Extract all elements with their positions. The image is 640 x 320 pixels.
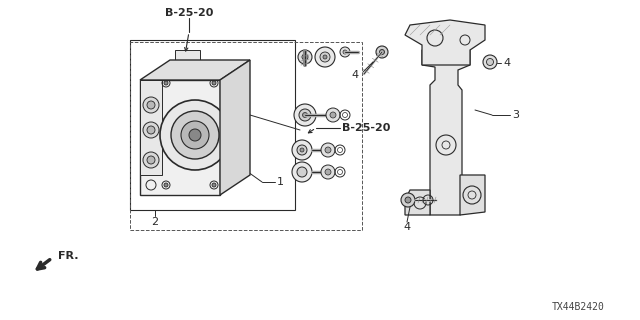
Circle shape [486, 59, 493, 66]
Circle shape [143, 97, 159, 113]
Circle shape [189, 129, 201, 141]
Text: 3: 3 [512, 110, 519, 120]
Circle shape [297, 145, 307, 155]
Circle shape [321, 165, 335, 179]
Circle shape [160, 100, 230, 170]
Circle shape [325, 169, 331, 175]
Bar [211, 60, 219, 66]
Circle shape [340, 47, 350, 57]
Text: 1: 1 [277, 177, 284, 187]
Circle shape [171, 111, 219, 159]
Circle shape [323, 55, 327, 59]
Circle shape [321, 143, 335, 157]
Circle shape [320, 52, 330, 62]
Bar [140, 80, 220, 195]
Circle shape [147, 126, 155, 134]
Polygon shape [422, 35, 470, 215]
Circle shape [212, 183, 216, 187]
Text: 4: 4 [503, 58, 510, 68]
Text: B-25-20: B-25-20 [342, 123, 390, 133]
Circle shape [212, 81, 216, 85]
Text: TX44B2420: TX44B2420 [552, 302, 604, 312]
Circle shape [292, 140, 312, 160]
Polygon shape [460, 175, 485, 215]
Text: B-25-20: B-25-20 [165, 8, 213, 18]
Circle shape [325, 147, 331, 153]
Circle shape [405, 197, 411, 203]
Bar [140, 80, 162, 175]
Polygon shape [405, 190, 430, 215]
Circle shape [181, 121, 209, 149]
Text: FR.: FR. [58, 251, 79, 261]
Circle shape [298, 50, 312, 64]
Circle shape [143, 122, 159, 138]
Circle shape [294, 104, 316, 126]
Circle shape [299, 109, 311, 121]
Text: 2: 2 [152, 217, 159, 227]
Bar [130, 42, 362, 230]
Circle shape [164, 183, 168, 187]
Bar [171, 60, 179, 66]
Circle shape [343, 50, 347, 54]
Circle shape [302, 54, 308, 60]
Polygon shape [405, 20, 485, 65]
Circle shape [380, 50, 385, 54]
Polygon shape [220, 60, 250, 195]
Circle shape [300, 148, 304, 152]
Bar [191, 60, 199, 66]
Circle shape [315, 47, 335, 67]
Bar [130, 40, 295, 210]
Circle shape [303, 113, 307, 117]
Bar [175, 50, 200, 60]
Polygon shape [140, 60, 250, 80]
Circle shape [297, 167, 307, 177]
Text: 4: 4 [403, 222, 411, 232]
Circle shape [147, 156, 155, 164]
Circle shape [483, 55, 497, 69]
Text: 4: 4 [351, 70, 358, 80]
Circle shape [326, 108, 340, 122]
Circle shape [164, 81, 168, 85]
Circle shape [147, 101, 155, 109]
Circle shape [292, 162, 312, 182]
Circle shape [143, 152, 159, 168]
Circle shape [330, 112, 336, 118]
Circle shape [401, 193, 415, 207]
Circle shape [376, 46, 388, 58]
